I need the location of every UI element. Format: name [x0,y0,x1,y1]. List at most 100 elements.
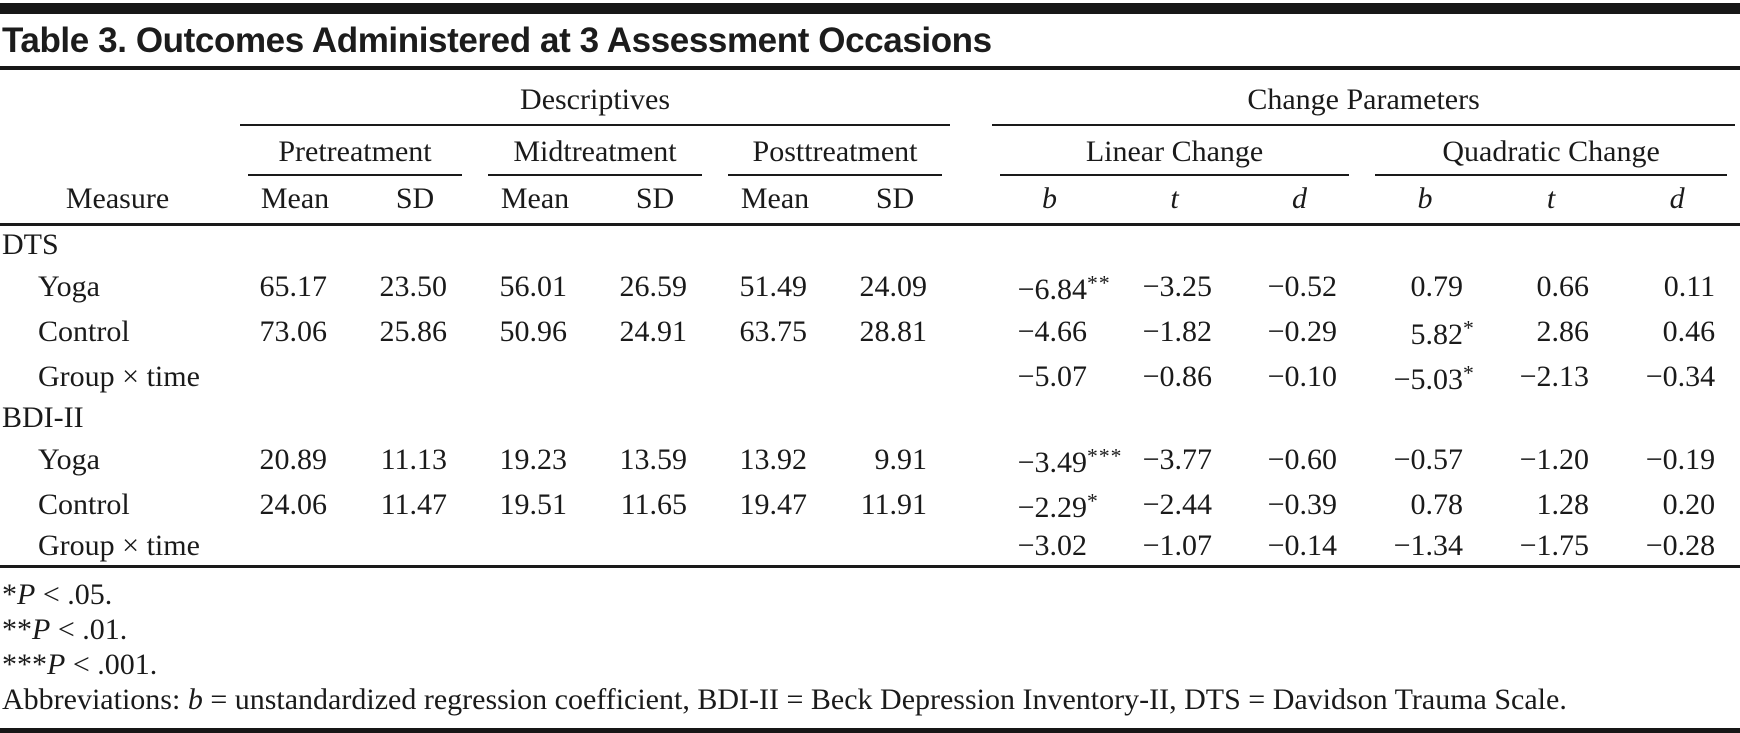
spacer-cell [955,264,987,309]
footnotes: *P < .05. **P < .01. ***P < .001. Abbreviat… [2,577,1740,717]
cell [235,354,355,399]
abbreviations-line: Abbreviations: b = unstandardized regres… [2,683,1567,717]
col-header-mean: Mean [715,177,835,226]
col-header-d: d [1237,177,1363,226]
bottom-rule [0,728,1740,733]
cell: −1.82 [1142,314,1213,348]
cell [715,354,835,399]
pretreatment-spanner: Pretreatment [248,128,462,176]
cell: −2.29* [1017,489,1099,525]
cell: 9.91 [874,442,928,476]
cell: 11.65 [620,487,687,521]
cell: 23.50 [379,269,448,303]
cell: 19.51 [499,487,568,521]
cell [835,527,955,565]
spacer-cell [955,437,987,482]
table-row: Yoga 20.89 11.13 19.23 13.59 13.92 9.91 −3.49**… [0,437,1740,482]
cell: −0.34 [1645,359,1716,393]
blank-cell [0,72,235,127]
footnote-line: ***P < .001. [2,648,158,682]
cell: 50.96 [499,314,568,348]
cell: 0.46 [1662,314,1716,348]
cell: 56.01 [499,269,568,303]
descriptives-spanner: Descriptives [240,73,951,126]
cell: −0.57 [1393,442,1464,476]
cell: 28.81 [859,314,928,348]
cell: −0.14 [1267,529,1338,563]
cell: 26.59 [619,269,688,303]
cell: 19.47 [739,487,808,521]
table-bottom-rule [0,565,1740,569]
col-header-sd: SD [595,177,715,226]
spacer-cell [955,354,987,399]
cell [715,527,835,565]
cell: −1.07 [1142,529,1213,563]
cell [595,354,715,399]
title-rule [0,66,1740,70]
section-label: BDI-II [2,401,84,435]
measure-header: Measure [0,177,235,226]
cell: 63.75 [739,314,808,348]
cell: 13.92 [739,442,808,476]
cell: −0.10 [1267,359,1338,393]
cell: 20.89 [259,442,328,476]
col-header-sd: SD [835,177,956,226]
change-parameters-spanner: Change Parameters [992,73,1736,126]
col-header-mean: Mean [475,177,595,226]
table-row: Group × time −5.07 −0.86 −0.10 −5.03* −2.13 −0… [0,354,1740,399]
cell: −0.28 [1645,529,1716,563]
spacer-cell [955,127,987,177]
cell: −0.60 [1267,442,1338,476]
cell: 0.66 [1536,269,1590,303]
top-rule [0,3,1740,14]
cell: 1.28 [1536,487,1590,521]
cell [595,527,715,565]
cell: −5.03* [1393,361,1475,397]
cell: −2.13 [1519,359,1590,393]
cell [475,354,595,399]
section-row: BDI-II [0,399,1740,437]
cell: −0.86 [1142,359,1213,393]
cell: 5.82* [1410,316,1475,352]
col-header-b: b [987,177,1113,226]
change-parameters-spanner-cell: Change Parameters [987,72,1740,127]
cell: −3.02 [1017,529,1088,563]
section-label: DTS [2,228,59,261]
spanner-row-mid: Pretreatment Midtreatment Posttreatment … [0,127,1740,177]
cell: −3.49*** [1017,444,1123,480]
cell: 24.91 [619,314,688,348]
cell: 11.13 [380,442,447,476]
quadratic-change-spanner: Quadratic Change [1375,128,1728,176]
row-label: Control [38,314,130,348]
cell: 65.17 [259,269,328,303]
cell [355,354,475,399]
cell: −0.19 [1645,442,1716,476]
col-header-t: t [1112,177,1238,226]
cell: −3.25 [1142,269,1213,303]
cell: 2.86 [1536,314,1590,348]
footnote-line: *P < .05. [2,578,113,612]
cell: −4.66 [1017,314,1088,348]
cell: 25.86 [379,314,448,348]
row-label: Yoga [38,269,100,303]
spacer-cell [955,482,987,527]
cell [835,354,955,399]
spacer-cell [955,72,987,127]
col-header-t: t [1488,177,1615,226]
table-title: Table 3. Outcomes Administered at 3 Asse… [2,21,992,60]
row-label: Group × time [38,529,200,563]
cell: −5.07 [1017,359,1088,393]
cell [355,527,475,565]
cell: −0.29 [1267,314,1338,348]
cell: 11.47 [380,487,447,521]
row-label: Group × time [38,359,200,393]
cell [475,527,595,565]
cell: 0.79 [1410,269,1464,303]
table-row: Group × time −3.02 −1.07 −0.14 −1.34 −1.75 −0.… [0,527,1740,565]
outcomes-table: Descriptives Change Parameters Pretreatm… [0,72,1740,565]
col-header-d: d [1614,177,1740,226]
cell: −1.20 [1519,442,1590,476]
cell: −2.44 [1142,487,1213,521]
column-header-row: Measure Mean SD Mean SD Mean SD b t d b … [0,177,1740,226]
row-label: Control [38,487,130,521]
